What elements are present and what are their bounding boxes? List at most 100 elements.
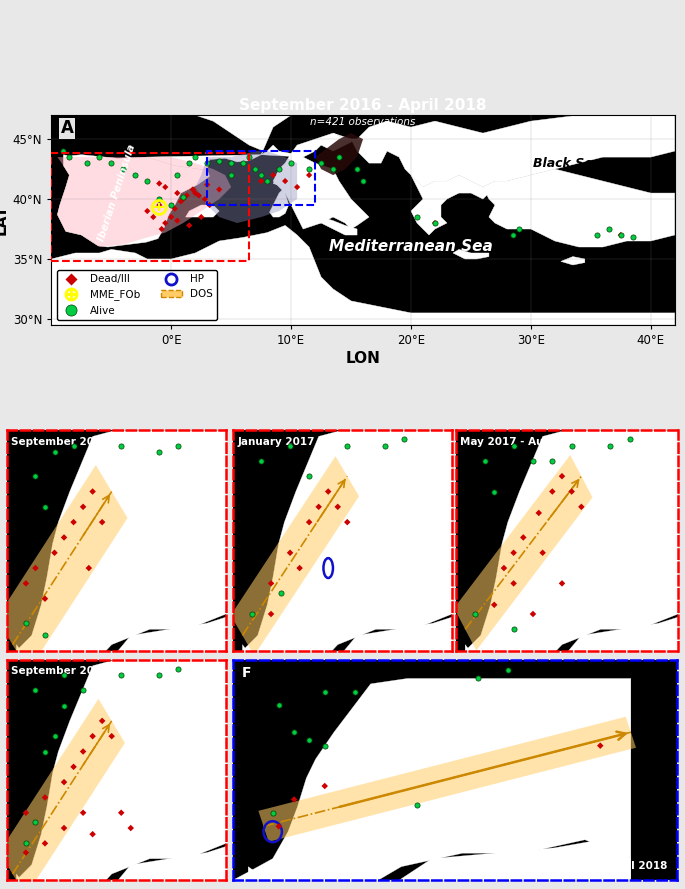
Point [30, 683, 41, 697]
Point [58, 775, 69, 789]
Polygon shape [483, 169, 675, 247]
Point [527, 607, 538, 621]
Point [489, 597, 500, 612]
Y-axis label: LAT: LAT [0, 204, 9, 236]
Point [351, 162, 362, 176]
Point [201, 156, 212, 170]
Point [148, 210, 159, 224]
Point [30, 815, 41, 829]
Point [294, 561, 305, 575]
Point [21, 616, 32, 630]
Polygon shape [242, 614, 481, 691]
Point [21, 805, 32, 820]
Text: E: E [210, 860, 219, 874]
Point [247, 607, 258, 621]
Point [286, 156, 297, 170]
Point [358, 174, 369, 188]
Text: n=421 observations: n=421 observations [310, 117, 416, 127]
Point [412, 210, 423, 224]
Polygon shape [411, 175, 489, 235]
Polygon shape [216, 455, 236, 501]
Polygon shape [231, 456, 359, 655]
Point [175, 195, 186, 209]
Polygon shape [527, 538, 591, 583]
Point [173, 438, 184, 453]
Point [30, 469, 41, 484]
Point [187, 182, 199, 196]
Point [58, 531, 69, 545]
Point [49, 546, 60, 560]
Text: Mediterranean Sea: Mediterranean Sea [329, 239, 493, 254]
Point [327, 162, 338, 176]
Polygon shape [270, 185, 289, 217]
Point [225, 168, 237, 182]
Point [160, 180, 171, 194]
Point [77, 744, 88, 758]
Point [624, 432, 635, 446]
Point [292, 180, 303, 194]
Point [201, 178, 212, 192]
Point [178, 192, 189, 206]
Point [262, 174, 273, 188]
Point [527, 453, 538, 468]
Point [68, 438, 79, 453]
Point [429, 216, 440, 230]
Point [411, 797, 422, 812]
Polygon shape [248, 840, 631, 889]
Bar [51, 154, 249, 261]
Point [21, 837, 32, 851]
Point [160, 216, 171, 230]
Point [566, 438, 577, 453]
Polygon shape [453, 250, 489, 259]
Polygon shape [273, 166, 285, 185]
Point [40, 744, 51, 758]
X-axis label: LON: LON [346, 351, 380, 366]
Point [77, 805, 88, 820]
Polygon shape [51, 226, 675, 324]
Text: A: A [61, 119, 73, 137]
Point [256, 453, 267, 468]
Point [627, 230, 638, 244]
Point [97, 515, 108, 529]
Point [116, 668, 127, 682]
Point [184, 156, 195, 170]
Point [153, 198, 164, 212]
Point [508, 228, 519, 242]
Point [196, 210, 207, 224]
Point [116, 438, 127, 453]
Point [576, 500, 587, 514]
Point [106, 729, 117, 743]
Point [49, 444, 60, 459]
Polygon shape [303, 538, 366, 583]
Point [105, 156, 116, 170]
Point [266, 576, 277, 590]
Polygon shape [437, 501, 467, 583]
Point [97, 714, 108, 728]
Point [82, 156, 92, 170]
Polygon shape [16, 844, 255, 889]
Polygon shape [195, 151, 297, 223]
Point [342, 515, 353, 529]
Point [266, 607, 277, 621]
Point [58, 144, 68, 158]
Polygon shape [0, 465, 127, 671]
Point [268, 168, 279, 182]
Polygon shape [16, 614, 255, 691]
Point [256, 168, 266, 182]
Legend: Dead/Ill, MME_FOb, Alive, HP, DOS: Dead/Ill, MME_FOb, Alive, HP, DOS [57, 270, 217, 320]
Point [68, 515, 79, 529]
Polygon shape [186, 205, 219, 217]
Point [40, 629, 51, 643]
Point [30, 561, 41, 575]
Point [273, 698, 284, 712]
Point [603, 222, 614, 236]
Point [182, 188, 192, 203]
Polygon shape [83, 730, 112, 767]
Point [68, 760, 79, 774]
Polygon shape [465, 614, 685, 691]
Text: D: D [660, 630, 671, 645]
Point [547, 453, 558, 468]
Point [153, 176, 164, 190]
Text: B: B [209, 630, 219, 645]
Point [204, 198, 215, 212]
